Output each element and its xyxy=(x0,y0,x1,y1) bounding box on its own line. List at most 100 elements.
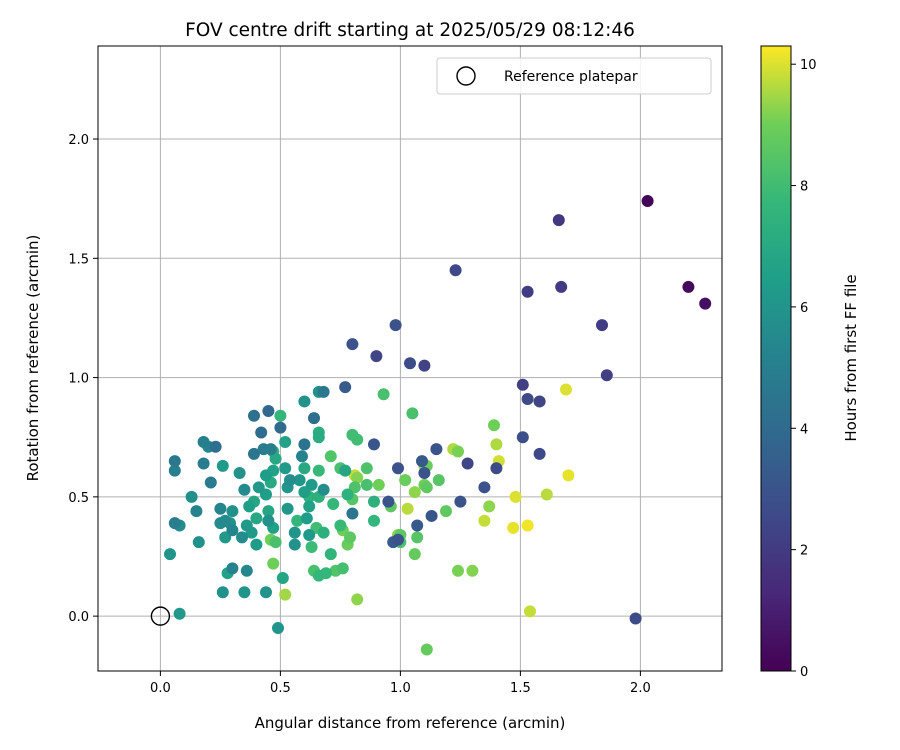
data-point xyxy=(483,500,496,513)
data-point xyxy=(490,462,503,475)
data-point xyxy=(281,502,294,515)
colorbar-tick-label: 4 xyxy=(800,422,808,437)
data-point xyxy=(368,438,380,451)
data-point xyxy=(351,433,364,446)
data-point xyxy=(272,622,284,635)
data-point xyxy=(197,457,210,470)
data-point xyxy=(420,643,433,656)
legend-marker-icon xyxy=(456,66,476,86)
data-point xyxy=(236,531,248,544)
data-point xyxy=(226,562,239,575)
data-point xyxy=(440,505,452,518)
data-point xyxy=(226,524,239,537)
data-point xyxy=(416,455,428,468)
data-point xyxy=(305,540,318,553)
x-tick-label: 0.0 xyxy=(150,681,171,696)
data-point xyxy=(516,431,529,444)
data-point xyxy=(392,462,404,475)
data-point xyxy=(404,357,416,370)
data-point xyxy=(303,500,316,513)
x-axis-ticks: 0.0 0.5 1.0 1.5 2.0 xyxy=(150,671,651,696)
data-point xyxy=(219,514,232,527)
data-point xyxy=(216,459,229,472)
data-point xyxy=(298,462,311,475)
data-point xyxy=(533,395,546,408)
data-point xyxy=(420,481,433,494)
data-point xyxy=(540,488,553,501)
data-point xyxy=(274,421,287,434)
data-point xyxy=(346,507,359,520)
data-point xyxy=(488,419,500,432)
data-point xyxy=(240,564,253,577)
data-point xyxy=(411,531,424,544)
data-point xyxy=(339,381,352,394)
legend-box xyxy=(436,57,712,95)
data-point xyxy=(360,478,373,491)
data-point xyxy=(641,195,654,208)
data-point xyxy=(406,407,419,420)
data-point xyxy=(408,548,421,561)
data-point xyxy=(209,440,222,453)
y-tick-label: 2.0 xyxy=(68,133,89,148)
data-point xyxy=(238,586,251,599)
data-point xyxy=(192,536,205,549)
data-point xyxy=(418,467,431,480)
data-point xyxy=(269,452,282,465)
x-tick-label: 2.0 xyxy=(630,681,651,696)
data-point xyxy=(509,490,522,503)
data-point xyxy=(262,404,275,417)
data-point xyxy=(360,462,373,475)
data-point xyxy=(173,607,186,620)
data-point xyxy=(303,529,316,542)
data-point xyxy=(341,488,354,501)
data-point xyxy=(521,285,534,298)
data-point xyxy=(524,605,536,618)
data-point xyxy=(432,474,445,487)
data-point xyxy=(305,478,318,491)
data-point xyxy=(317,483,330,496)
data-point xyxy=(204,476,217,489)
data-point xyxy=(334,519,347,532)
data-point xyxy=(389,319,402,332)
data-point xyxy=(336,562,349,575)
colorbar-tick-label: 2 xyxy=(800,544,808,559)
data-point xyxy=(372,478,385,491)
data-point xyxy=(190,505,203,518)
data-point xyxy=(317,526,330,539)
data-point xyxy=(552,214,565,227)
data-point xyxy=(490,438,503,451)
data-point xyxy=(267,557,280,570)
data-point xyxy=(344,531,356,544)
chart-title: FOV centre drift starting at 2025/05/29 … xyxy=(185,20,635,41)
data-point xyxy=(284,474,296,487)
data-point xyxy=(507,521,520,534)
data-point xyxy=(240,519,253,532)
colorbar-label: Hours from first FF file xyxy=(842,274,860,441)
data-point xyxy=(269,536,282,549)
data-point xyxy=(262,514,275,527)
x-tick-label: 1.0 xyxy=(390,681,411,696)
data-point xyxy=(255,426,268,439)
data-point xyxy=(629,612,642,625)
x-tick-label: 0.5 xyxy=(270,681,291,696)
data-point xyxy=(370,350,383,363)
data-point xyxy=(279,462,292,475)
data-point xyxy=(274,409,287,422)
data-point xyxy=(312,431,325,444)
data-point xyxy=(562,469,575,482)
data-point xyxy=(521,393,534,406)
data-point xyxy=(411,519,424,532)
y-tick-label: 1.5 xyxy=(68,252,89,267)
data-point xyxy=(252,481,265,494)
colorbar: 0 2 4 6 8 10 Hours from first FF file xyxy=(760,45,860,680)
reference-point-marker xyxy=(150,606,171,626)
colorbar-gradient xyxy=(760,45,792,672)
x-tick-label: 1.5 xyxy=(510,681,531,696)
data-point xyxy=(560,383,572,396)
data-point xyxy=(454,495,467,508)
data-point xyxy=(324,548,337,561)
data-point xyxy=(521,519,534,532)
data-point xyxy=(401,502,414,515)
y-tick-label: 1.0 xyxy=(68,372,89,387)
data-point xyxy=(449,264,462,277)
